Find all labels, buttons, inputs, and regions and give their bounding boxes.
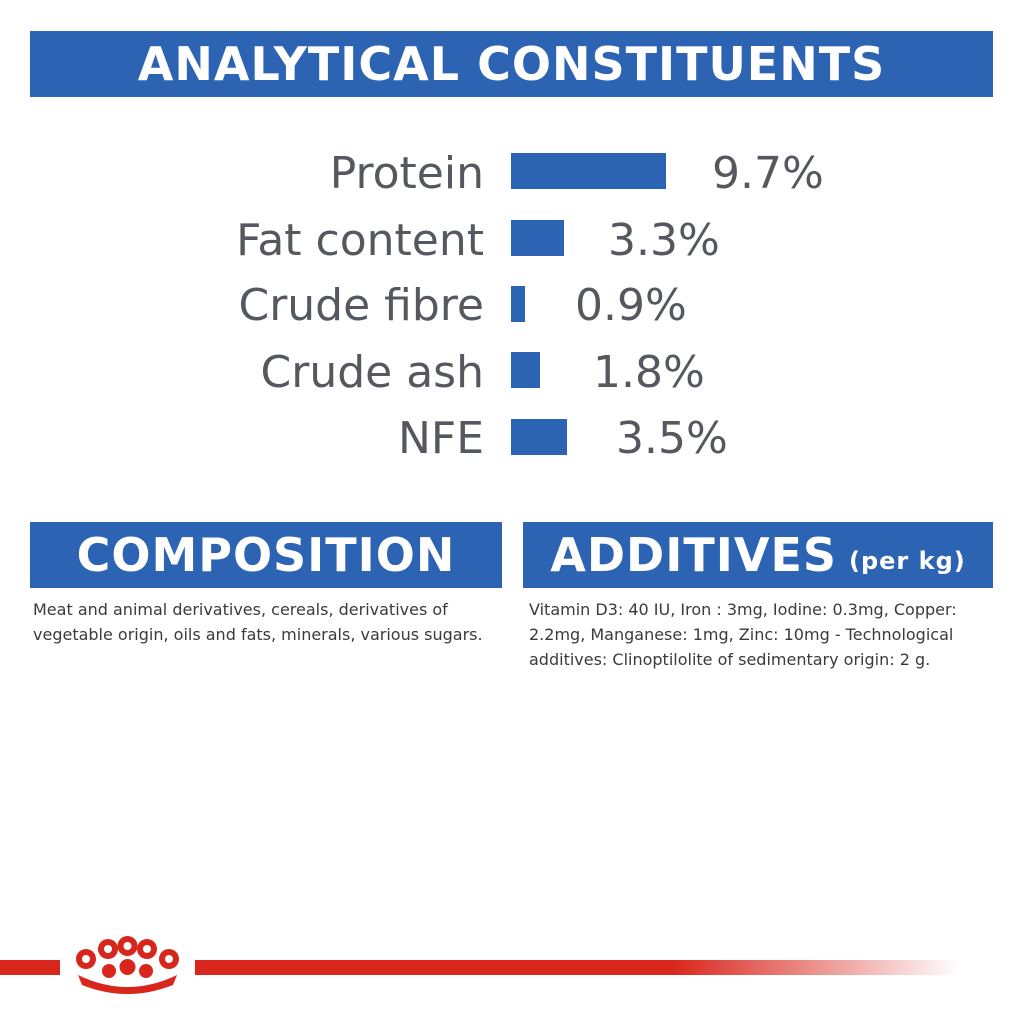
fat-content-value: 3.3% xyxy=(608,215,720,266)
analytical-constituents-title: ANALYTICAL CONSTITUENTS xyxy=(137,37,886,91)
crude-fibre-bar xyxy=(511,286,525,322)
nfe-label: NFE xyxy=(397,413,484,464)
crude-ash-bar xyxy=(511,352,540,388)
composition-header: COMPOSITION xyxy=(30,522,502,588)
protein-label: Protein xyxy=(329,148,484,199)
composition-text: Meat and animal derivatives, cereals, de… xyxy=(33,600,483,644)
royal-canin-crown-icon xyxy=(60,935,195,997)
composition-title: COMPOSITION xyxy=(76,528,456,582)
fat-content-label: Fat content xyxy=(236,215,484,266)
additives-header: ADDITIVES (per kg) xyxy=(523,522,993,588)
crude-fibre-label: Crude fibre xyxy=(238,280,484,331)
nfe-value: 3.5% xyxy=(616,413,728,464)
crude-ash-value: 1.8% xyxy=(593,347,705,398)
protein-bar xyxy=(511,153,666,189)
additives-title: ADDITIVES xyxy=(550,528,837,582)
crude-fibre-value: 0.9% xyxy=(575,280,687,331)
crude-ash-label: Crude ash xyxy=(260,347,484,398)
nfe-bar xyxy=(511,419,567,455)
analytical-constituents-header: ANALYTICAL CONSTITUENTS xyxy=(30,31,993,97)
analytical-constituents-list: Protein 9.7% Fat content 3.3% Crude fibr… xyxy=(0,0,1024,500)
additives-title-suffix: (per kg) xyxy=(849,547,966,575)
fat-content-bar xyxy=(511,220,564,256)
additives-text: Vitamin D3: 40 IU, Iron : 3mg, Iodine: 0… xyxy=(529,600,957,669)
footer-red-line xyxy=(0,960,960,975)
protein-value: 9.7% xyxy=(712,148,824,199)
